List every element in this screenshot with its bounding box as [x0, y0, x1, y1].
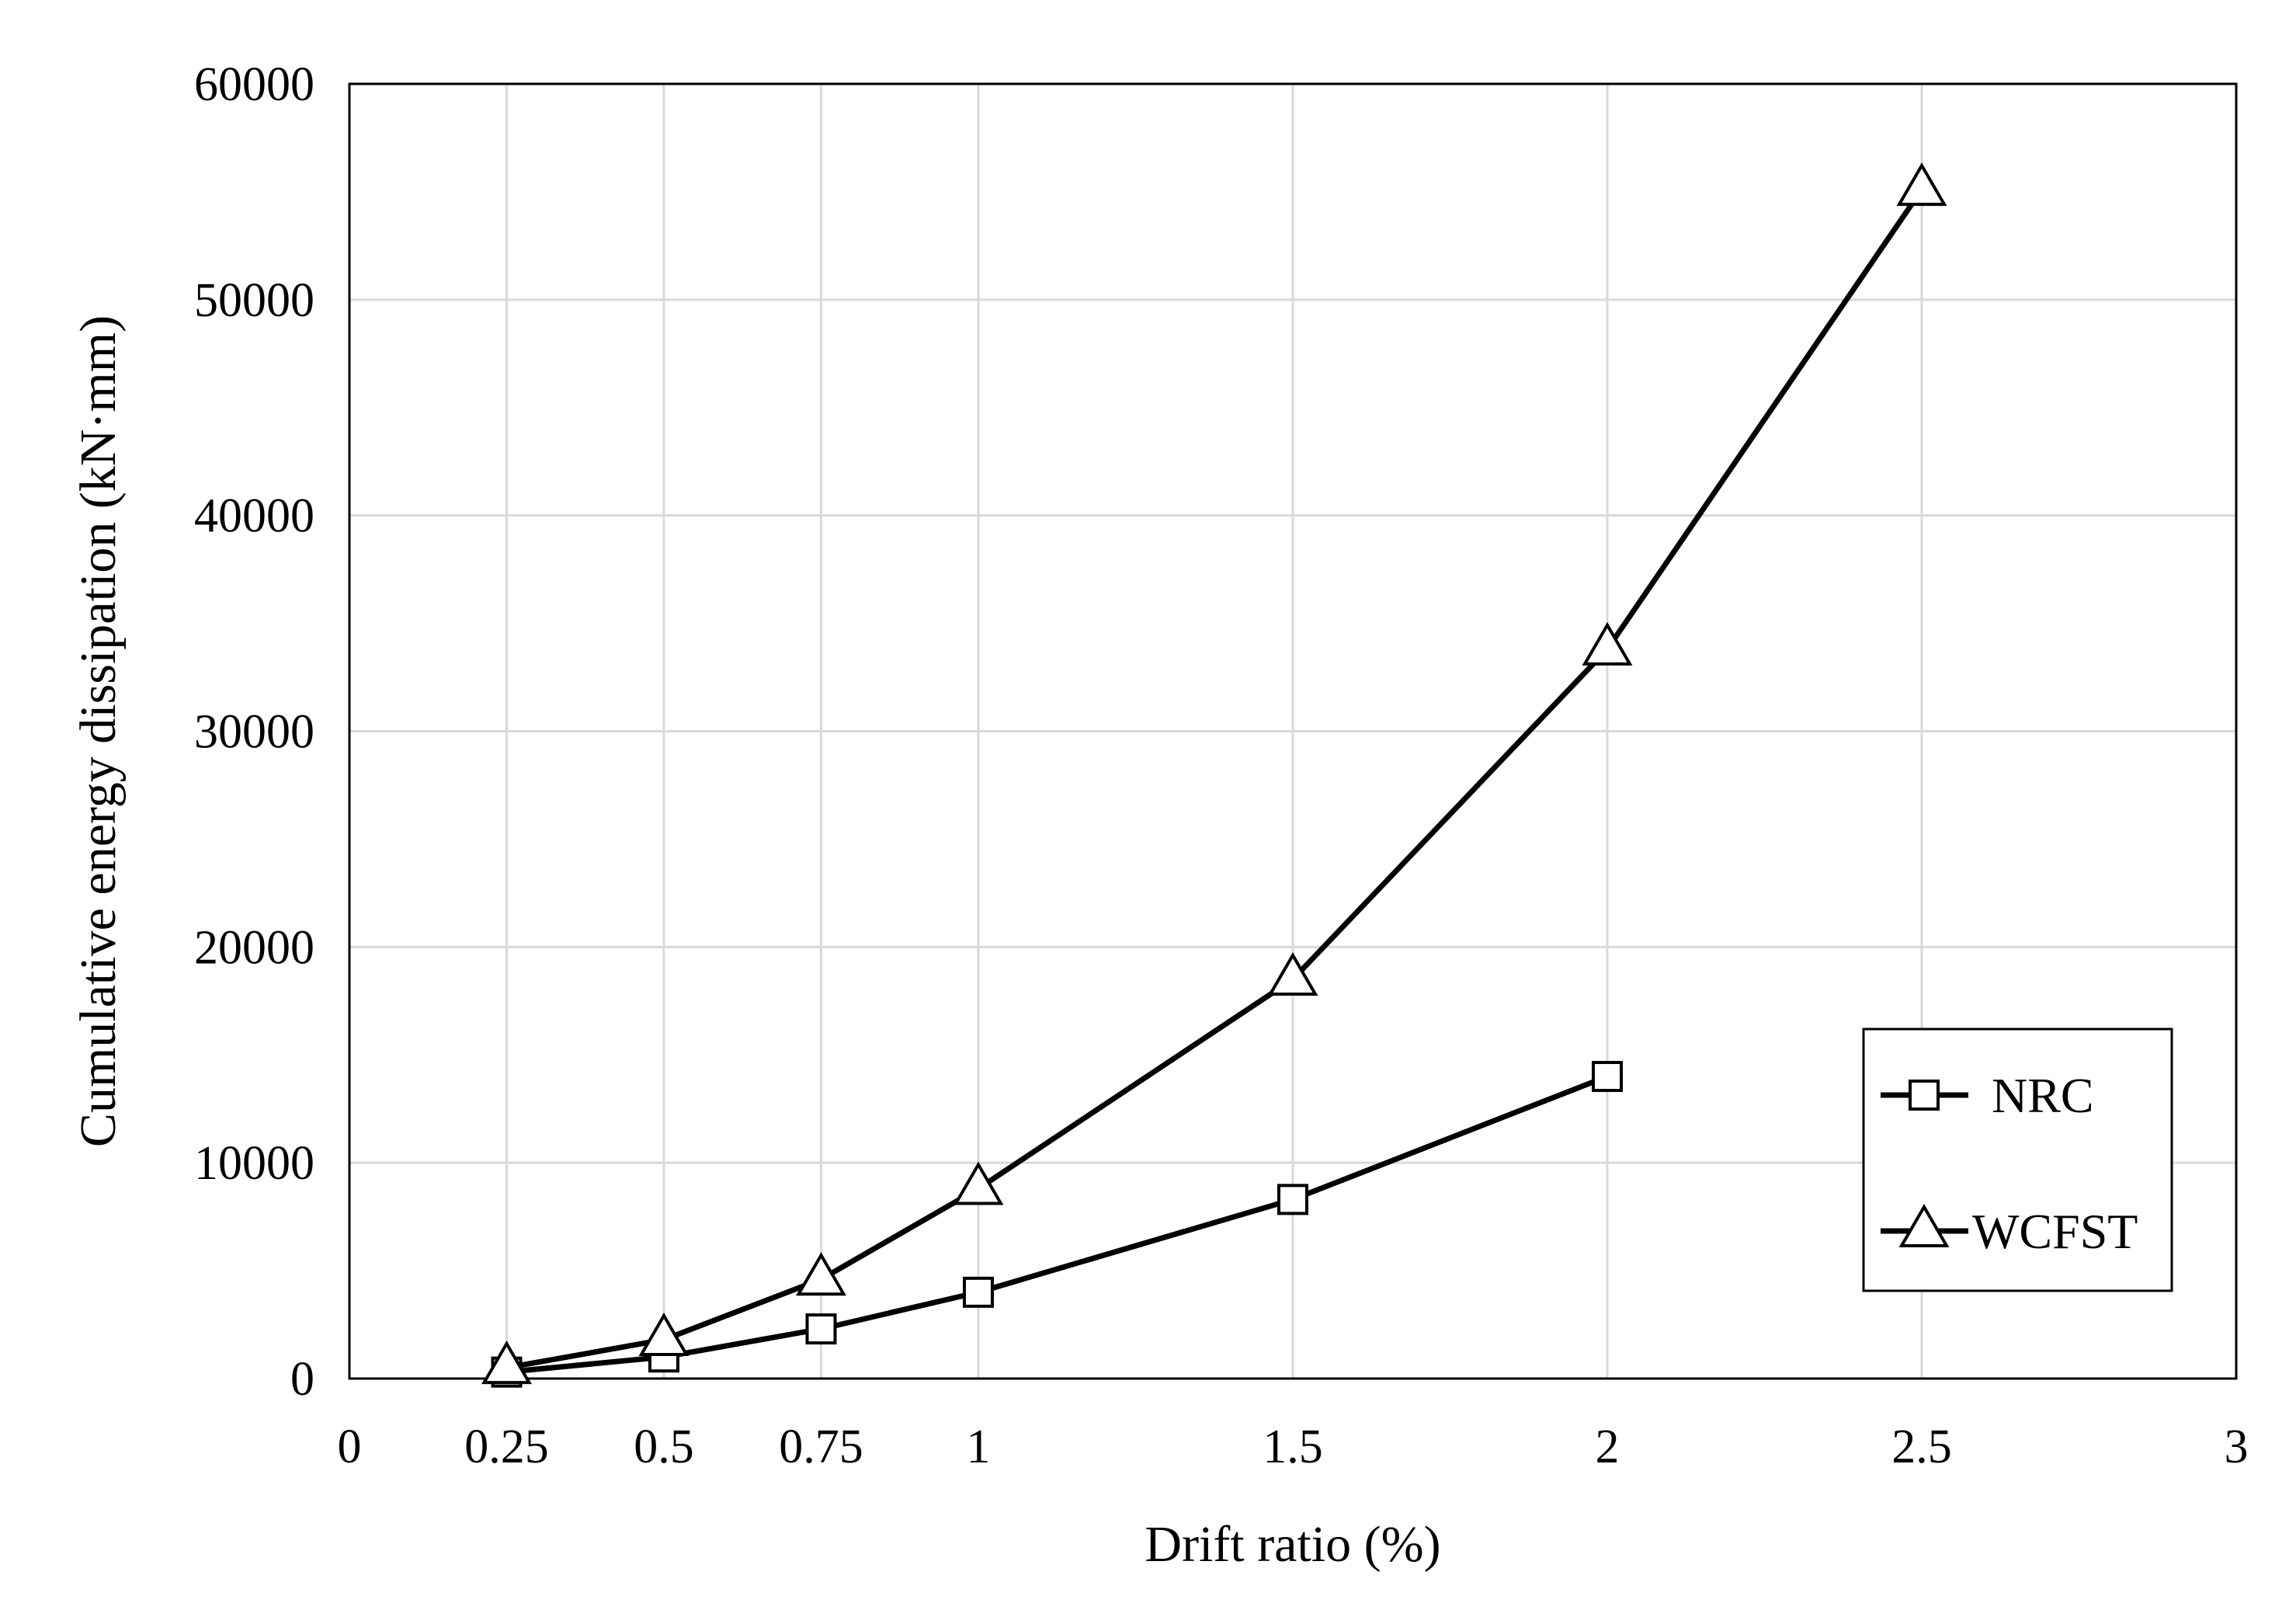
legend-label-nrc: NRC [1992, 1068, 2094, 1123]
x-tick-label-8: 3 [2225, 1420, 2249, 1473]
gridlines [349, 84, 2236, 1379]
x-axis-title: Drift ratio (%) [1145, 1516, 1440, 1573]
data-point-nrc-5 [1592, 1061, 1623, 1093]
data-point-nrc-2 [805, 1313, 837, 1345]
data-point-wcfst-6 [1896, 162, 1947, 207]
x-tick-label-6: 2 [1596, 1420, 1620, 1473]
x-tick-label-1: 0.25 [464, 1420, 549, 1473]
x-tick-label-2: 0.5 [634, 1420, 694, 1473]
series-nrc [491, 1061, 1623, 1388]
y-axis-tick-labels: 0 10000 20000 30000 40000 50000 60000 [194, 58, 314, 1406]
x-tick-label-7: 2.5 [1891, 1420, 1952, 1473]
legend-marker-nrc [1909, 1080, 1940, 1111]
y-tick-label-0: 0 [290, 1353, 314, 1406]
x-tick-label-0: 0 [338, 1420, 362, 1473]
data-point-wcfst-3 [953, 1161, 1004, 1205]
series-wcfst [481, 162, 1947, 1385]
data-point-wcfst-1 [638, 1313, 689, 1356]
plot-area-frame [348, 82, 2238, 1380]
data-point-wcfst-5 [1582, 621, 1633, 666]
x-axis-tick-labels: 0 0.25 0.5 0.75 1 1.5 2 2.5 3 [338, 1420, 2249, 1473]
legend: NRC WCFST [1862, 1028, 2173, 1292]
data-point-wcfst-4 [1267, 952, 1318, 996]
data-point-wcfst-0 [481, 1341, 532, 1385]
y-tick-label-5: 50000 [194, 274, 314, 327]
y-tick-label-6: 60000 [194, 58, 314, 111]
data-point-nrc-4 [1277, 1184, 1308, 1215]
y-axis-title: Cumulative energy dissipation (kN·mm) [70, 315, 127, 1147]
y-tick-label-1: 10000 [194, 1137, 314, 1190]
series-line-nrc [506, 1073, 1609, 1375]
x-tick-label-3: 0.75 [779, 1420, 863, 1473]
legend-label-wcfst: WCFST [1972, 1204, 2138, 1259]
series-layer [481, 162, 1947, 1388]
y-tick-label-3: 30000 [194, 706, 314, 759]
legend-marker-wcfst [1898, 1204, 1950, 1247]
x-tick-label-5: 1.5 [1263, 1420, 1323, 1473]
x-tick-label-4: 1 [967, 1420, 991, 1473]
data-point-wcfst-2 [796, 1252, 846, 1296]
data-point-nrc-3 [963, 1276, 994, 1308]
y-tick-label-2: 20000 [194, 921, 314, 974]
y-tick-label-4: 40000 [194, 490, 314, 543]
